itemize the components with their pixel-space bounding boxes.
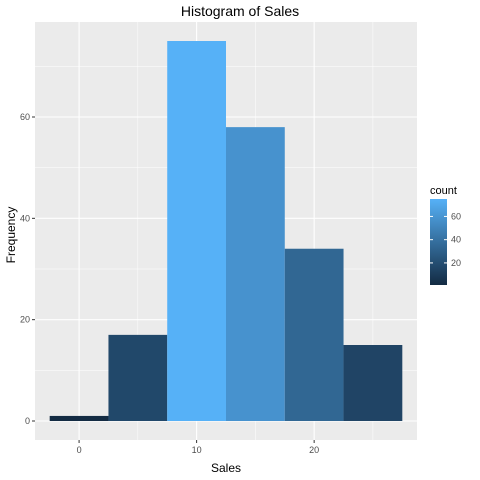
x-tick-label: 20	[309, 445, 319, 455]
y-tick-label: 20	[20, 315, 30, 325]
histogram-bar	[167, 41, 226, 421]
legend-tick-label: 40	[451, 235, 461, 245]
y-axis-title: Frequency	[4, 207, 18, 264]
x-axis-ticks: 0 10 20	[77, 440, 320, 455]
histogram-bar	[108, 335, 167, 421]
histogram-bar	[344, 345, 403, 421]
histogram-bar	[285, 249, 344, 421]
color-legend: count 20 40 60	[430, 185, 461, 285]
legend-tick-label: 20	[451, 258, 461, 268]
x-axis-title: Sales	[211, 461, 241, 475]
y-tick-label: 0	[25, 416, 30, 426]
legend-tick-label: 60	[451, 211, 461, 221]
chart-title: Histogram of Sales	[181, 3, 299, 19]
legend-colorbar	[430, 199, 447, 285]
y-axis-ticks: 0 20 40 60	[20, 112, 35, 426]
y-tick-label: 40	[20, 213, 30, 223]
x-tick-label: 10	[192, 445, 202, 455]
y-tick-label: 60	[20, 112, 30, 122]
histogram-bar	[226, 127, 285, 421]
legend-title: count	[430, 185, 457, 197]
x-tick-label: 0	[77, 445, 82, 455]
histogram-bar	[50, 416, 109, 421]
